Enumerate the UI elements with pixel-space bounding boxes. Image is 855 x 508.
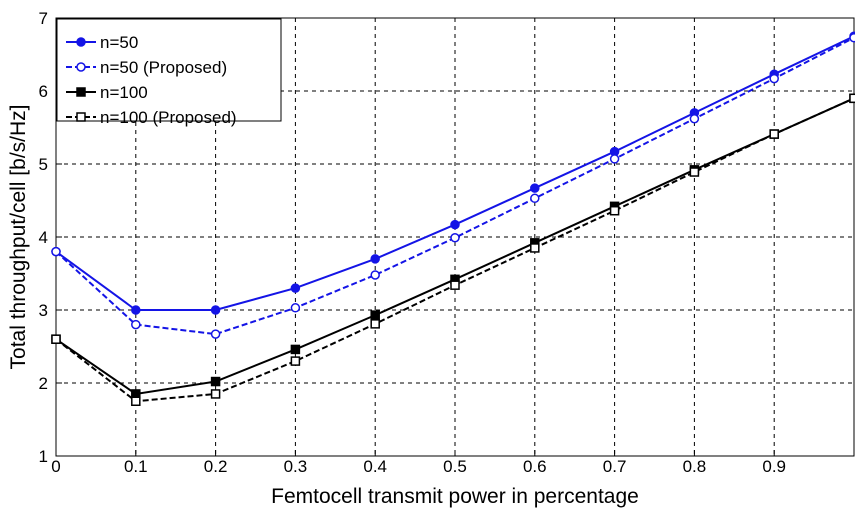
y-tick-label: 3 bbox=[39, 301, 48, 320]
legend-n50-proposed-point bbox=[76, 62, 86, 72]
x-axis-ticks: 0 0.1 0.2 0.3 0.4 0.5 0.6 0.7 0.8 0.9 bbox=[51, 450, 786, 476]
series-n50-proposed-point bbox=[849, 32, 855, 43]
series-n100-proposed-point bbox=[290, 356, 301, 366]
series-n100-proposed-point bbox=[370, 319, 380, 329]
series-layer bbox=[51, 31, 855, 406]
legend-n100: n=100 bbox=[66, 83, 148, 102]
series-n50-proposed-point bbox=[131, 319, 141, 330]
legend-n50-proposed-label: n=50 (Proposed) bbox=[100, 58, 227, 77]
series-n100-proposed-point bbox=[51, 334, 61, 344]
y-axis-label: Total throughput/cell [b/s/Hz] bbox=[7, 105, 30, 370]
series-n100-point bbox=[370, 310, 380, 320]
x-tick-label: 0.5 bbox=[443, 457, 467, 476]
series-n50-point bbox=[131, 305, 141, 315]
series-n100-proposed-point bbox=[769, 129, 779, 139]
x-tick-label: 0.6 bbox=[523, 457, 547, 476]
x-axis-label: Femtocell transmit power in percentage bbox=[271, 485, 639, 508]
series-n50-point bbox=[370, 254, 380, 264]
series-n50-point bbox=[450, 219, 460, 230]
series-n50-proposed-point bbox=[210, 329, 221, 339]
x-tick-label: 0.9 bbox=[762, 457, 786, 476]
x-tick-label: 0.7 bbox=[603, 457, 627, 476]
series-n100-proposed-point bbox=[689, 167, 700, 177]
series-n50-proposed-point bbox=[51, 246, 61, 257]
legend-n50-point bbox=[76, 37, 86, 47]
legend: n=50 n=50 (Proposed) n=100 n=100 (Proposed) bbox=[56, 18, 282, 127]
series-n50-proposed-point bbox=[609, 154, 620, 164]
series-n50-proposed-point bbox=[689, 113, 700, 124]
x-tick-label: 0 bbox=[51, 457, 60, 476]
y-tick-label: 4 bbox=[39, 228, 48, 247]
series-n50-point bbox=[210, 305, 221, 315]
legend-n100-proposed-label: n=100 (Proposed) bbox=[100, 108, 237, 127]
legend-n100-proposed: n=100 (Proposed) bbox=[66, 108, 237, 127]
series-n50-proposed-point bbox=[769, 73, 779, 84]
series-n50-proposed-point bbox=[290, 303, 301, 313]
legend-n100-label: n=100 bbox=[100, 83, 148, 102]
legend-box bbox=[56, 18, 282, 122]
legend-n100-point bbox=[76, 87, 86, 97]
series-n100-proposed bbox=[51, 93, 855, 406]
series-n50-proposed bbox=[51, 32, 855, 339]
series-n50-proposed-point bbox=[370, 270, 380, 280]
series-n100-point bbox=[290, 344, 301, 355]
legend-n50: n=50 bbox=[66, 33, 138, 52]
series-n50-proposed-point bbox=[450, 232, 460, 243]
series-n50-point bbox=[530, 183, 540, 193]
legend-n50-label: n=50 bbox=[100, 33, 138, 52]
series-n100-point bbox=[210, 376, 221, 387]
y-tick-label: 5 bbox=[39, 155, 48, 174]
y-tick-label: 2 bbox=[39, 374, 48, 393]
x-tick-label: 0.4 bbox=[363, 457, 387, 476]
series-n100-proposed-point bbox=[131, 396, 141, 406]
series-n100-proposed-point bbox=[450, 280, 460, 290]
series-n50-proposed-point bbox=[530, 193, 540, 204]
series-n100-proposed-point bbox=[210, 389, 221, 399]
x-tick-label: 0.2 bbox=[204, 457, 228, 476]
series-n100-proposed-point bbox=[609, 205, 620, 216]
y-tick-label: 7 bbox=[39, 9, 48, 28]
legend-n50-proposed: n=50 (Proposed) bbox=[66, 58, 227, 77]
x-tick-label: 0.8 bbox=[683, 457, 707, 476]
series-n50-point bbox=[290, 283, 301, 293]
legend-n100-proposed-point bbox=[76, 112, 86, 122]
y-tick-label: 6 bbox=[39, 82, 48, 101]
x-tick-label: 0.1 bbox=[124, 457, 148, 476]
series-n100-proposed-point bbox=[530, 243, 540, 253]
series-n100-proposed-point bbox=[849, 93, 855, 104]
y-tick-label: 1 bbox=[39, 447, 48, 466]
x-tick-label: 0.3 bbox=[284, 457, 308, 476]
